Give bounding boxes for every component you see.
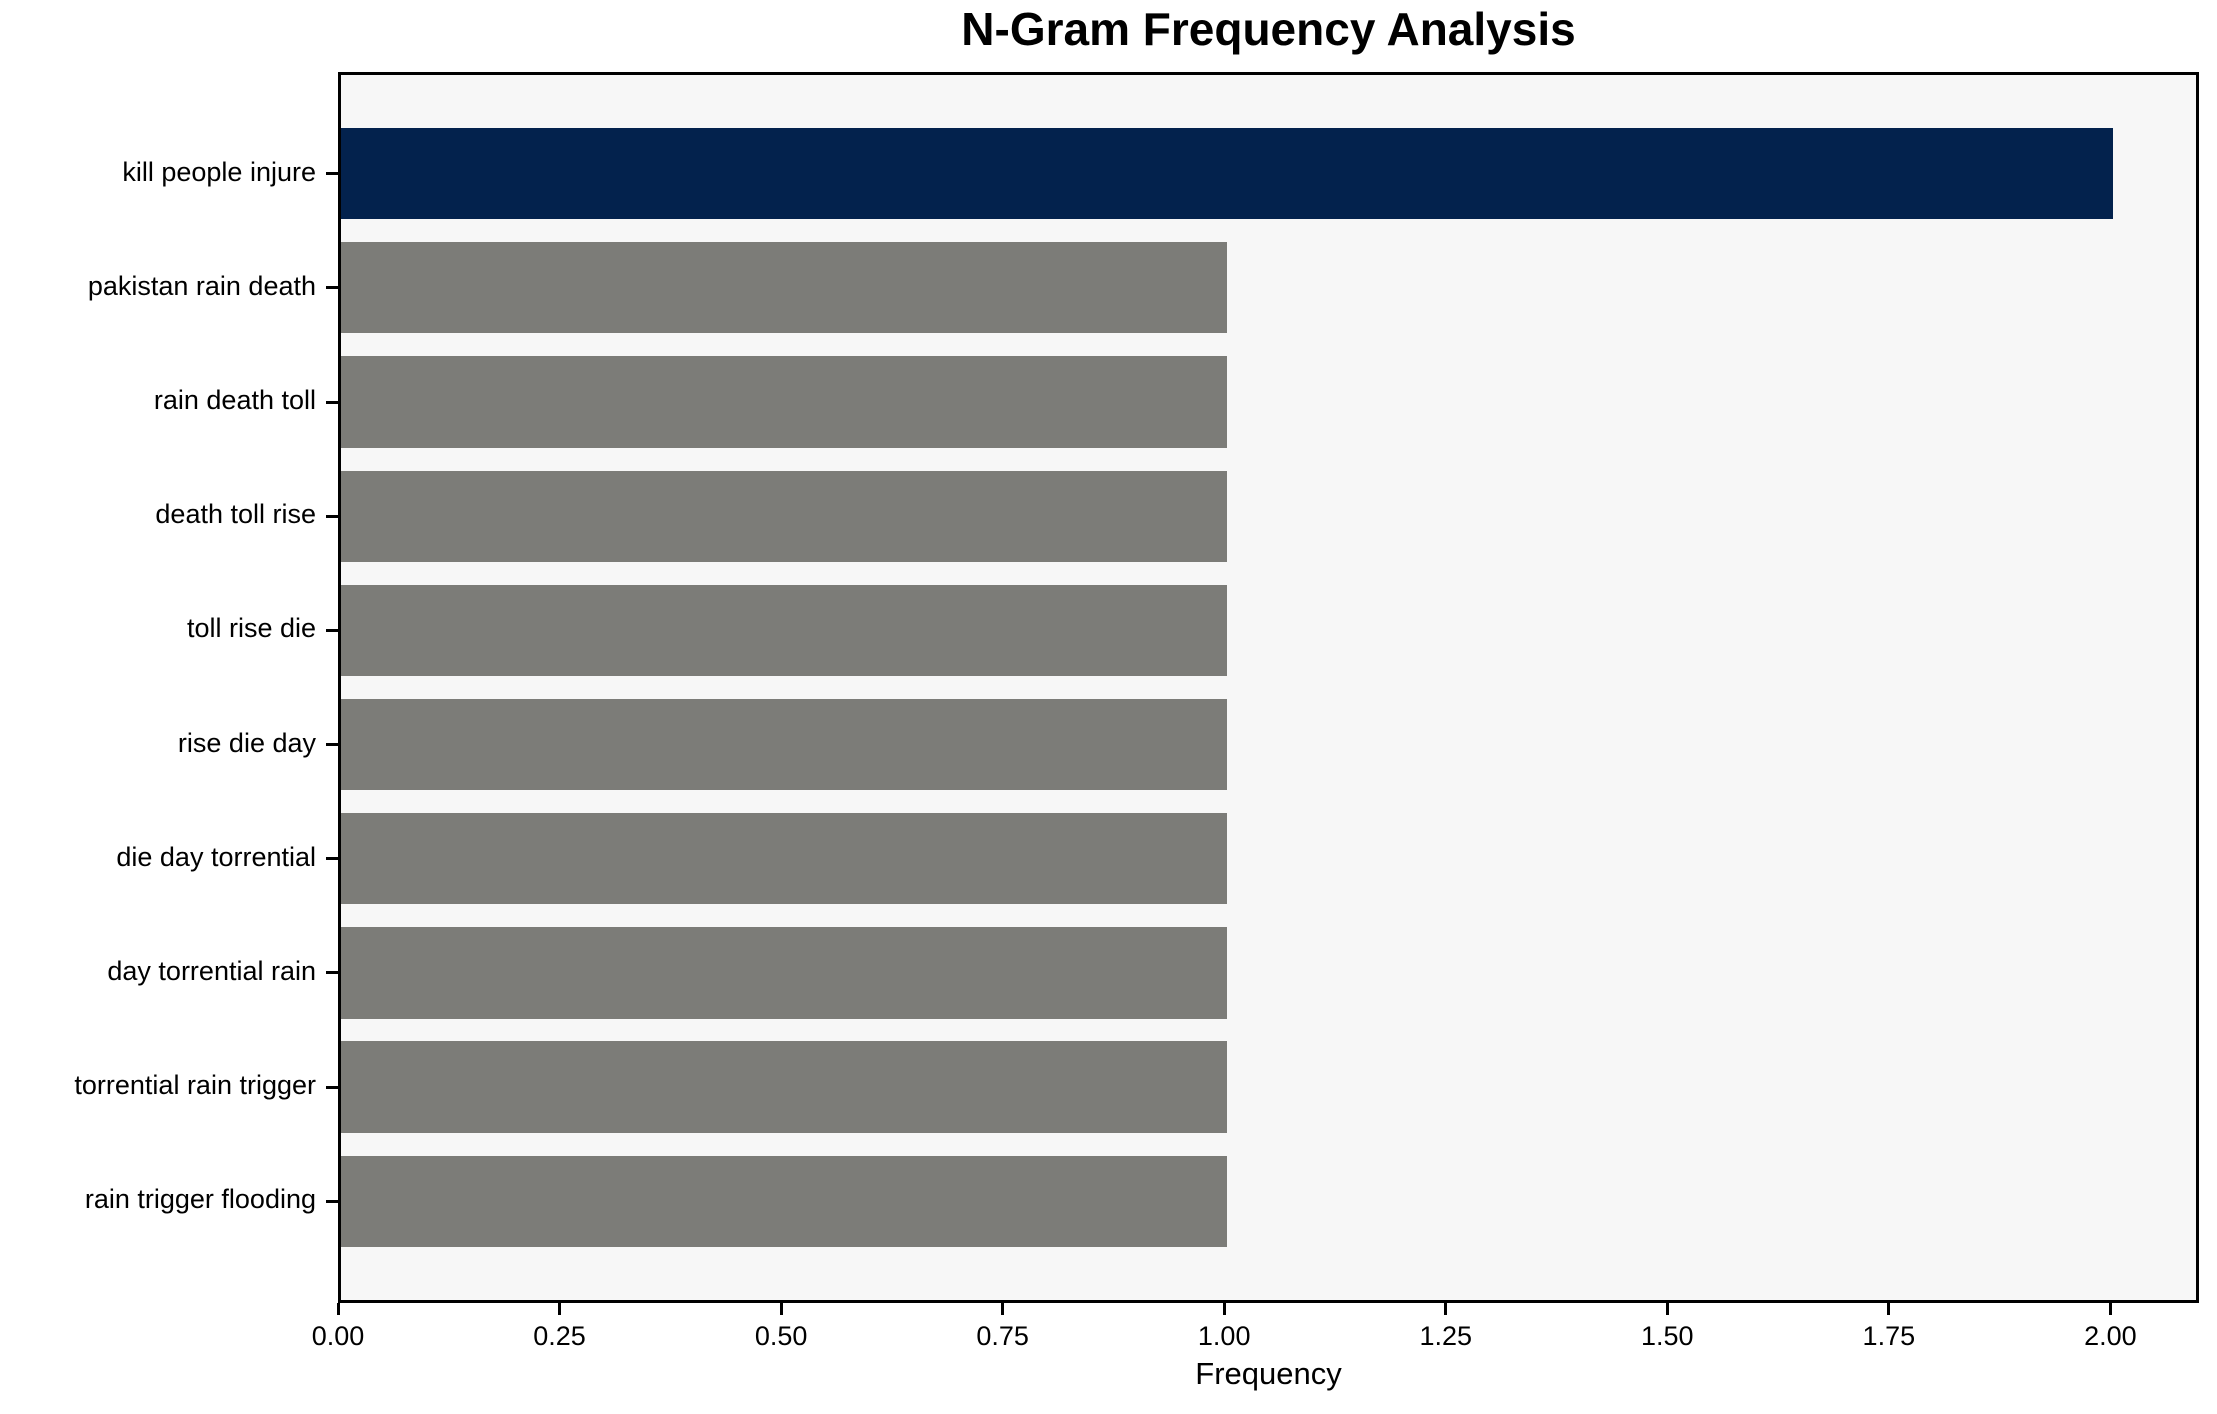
y-tick-label: rain trigger flooding	[84, 1184, 316, 1215]
x-axis-label: Frequency	[1195, 1356, 1342, 1391]
x-tick-label: 1.75	[1862, 1321, 1916, 1351]
y-tick-mark	[326, 628, 338, 632]
bar-death-toll-rise	[341, 470, 1228, 562]
x-tick-label: 1.25	[1419, 1321, 1473, 1351]
x-tick-mark	[1887, 1303, 1891, 1315]
x-tick-label: 1.00	[1197, 1321, 1251, 1351]
x-tick-mark	[336, 1303, 340, 1315]
y-tick-label: die day torrential	[116, 841, 316, 872]
bar-rise-die-day	[341, 698, 1228, 791]
y-tick-mark	[326, 286, 338, 290]
bar-pakistan-rain-death	[341, 242, 1228, 334]
y-tick-label: torrential rain trigger	[74, 1070, 316, 1101]
x-tick-mark	[1001, 1303, 1005, 1315]
y-tick-mark	[326, 514, 338, 518]
bar-rain-death-toll	[341, 356, 1228, 448]
x-tick-label: 0.75	[976, 1321, 1029, 1351]
y-tick-label: pakistan rain death	[87, 270, 316, 301]
x-tick-mark	[1444, 1303, 1448, 1315]
y-tick-mark	[326, 1199, 338, 1203]
bar-die-day-torrential	[341, 813, 1228, 905]
y-tick-mark	[326, 1085, 338, 1089]
y-tick-label: death toll rise	[155, 499, 316, 530]
x-tick-label: 2.00	[2084, 1321, 2137, 1351]
y-tick-mark	[326, 172, 338, 176]
x-tick-mark	[1665, 1303, 1669, 1315]
bar-day-torrential-rain	[341, 927, 1228, 1019]
x-tick-mark	[2108, 1303, 2112, 1315]
bar-rain-trigger-flooding	[341, 1155, 1228, 1248]
y-tick-mark	[326, 743, 338, 747]
y-tick-label: rain death toll	[153, 385, 316, 416]
y-tick-label: day torrential rain	[107, 955, 316, 986]
x-tick-mark	[558, 1303, 562, 1315]
x-tick-mark	[779, 1303, 783, 1315]
x-tick-label: 1.50	[1641, 1321, 1694, 1351]
bar-toll-rise-die	[341, 584, 1228, 677]
y-tick-label: toll rise die	[186, 613, 316, 644]
bar-torrential-rain-trigger	[341, 1041, 1228, 1133]
x-tick-label: 0.25	[533, 1321, 586, 1351]
y-tick-label: kill people injure	[122, 156, 316, 187]
y-tick-mark	[326, 971, 338, 975]
chart-title: N-Gram Frequency Analysis	[961, 3, 1576, 55]
x-tick-label: 0.50	[754, 1321, 808, 1351]
y-tick-mark	[326, 400, 338, 404]
bar-kill-people-injure	[341, 127, 2114, 220]
x-tick-label: 0.00	[311, 1321, 365, 1351]
x-tick-mark	[1222, 1303, 1226, 1315]
y-tick-mark	[326, 857, 338, 861]
y-tick-label: rise die day	[177, 727, 316, 758]
plot-area	[338, 72, 2199, 1303]
